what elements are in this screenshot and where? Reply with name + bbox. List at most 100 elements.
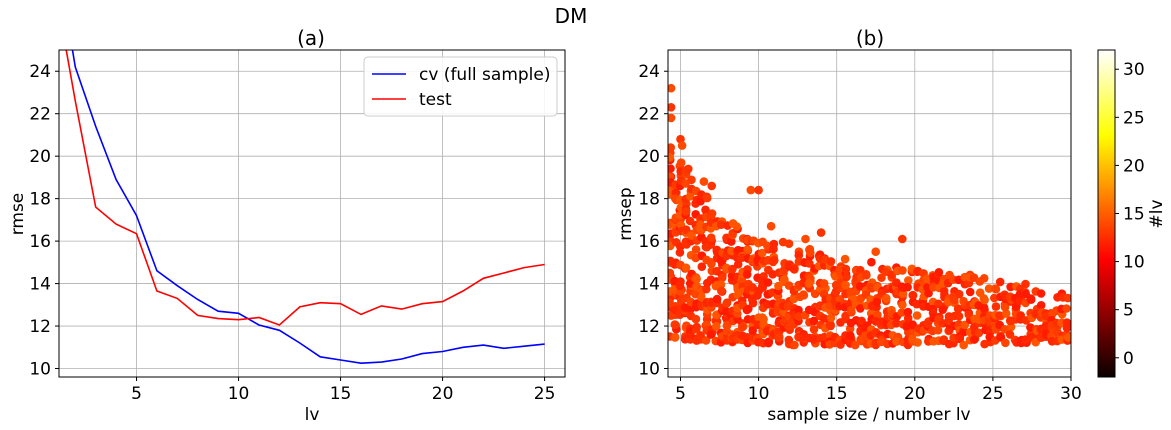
scatter-point [954,311,964,321]
scatter-point [668,113,676,123]
scatter-point [712,322,721,331]
scatter-point [769,239,779,249]
scatter-point [753,291,762,300]
scatter-point [727,237,736,246]
scatter-point [754,185,763,195]
panel-b-y-label: rmsep [616,187,636,240]
scatter-point [670,320,680,329]
scatter-point [794,305,803,315]
scatter-point [801,234,810,244]
scatter-point [732,222,742,231]
scatter-point [913,338,922,347]
scatter-point [691,245,701,254]
scatter-point [903,307,913,317]
colorbar-gradient [1097,49,1116,378]
panel-a-ytick-label: 14 [29,275,51,295]
scatter-point [696,293,706,302]
scatter-point [716,280,726,289]
scatter-point [1036,301,1046,310]
scatter-point [697,262,707,272]
panel-b-title: (b) [856,26,884,50]
panel-a-xtick-label: 10 [228,384,250,404]
panel-a-plot-frame [58,49,566,378]
scatter-point [675,281,685,291]
scatter-point [784,239,794,248]
scatter-point [668,83,676,93]
colorbar-tick-label: 20 [1123,156,1145,176]
scatter-point [816,228,826,237]
scatter-point [790,340,799,350]
scatter-point [954,289,964,299]
panel-b-ytick-label: 16 [638,232,660,252]
scatter-point [955,334,965,344]
panel-a-xtick-label: 5 [131,384,142,404]
scatter-point [892,319,901,328]
scatter-point [757,248,767,258]
scatter-point [806,248,815,257]
panel-a-x-ticks: 5 10 15 20 25 [131,377,555,404]
scatter-point [892,337,901,346]
scatter-point [701,336,711,345]
scatter-point [846,331,855,340]
scatter-point [809,316,819,326]
panel-a-x-label: lv [305,405,320,425]
panel-b-x-label: sample size / number lv [767,405,970,425]
panel-b-ytick-label: 14 [638,275,660,295]
panel-b-scatter-points [668,83,1071,350]
panel-b-xtick-label: 30 [1060,384,1082,404]
panel-b-xtick-label: 10 [748,384,770,404]
scatter-point [675,248,685,257]
scatter-point [718,273,727,283]
scatter-point [677,141,687,150]
scatter-point [904,276,913,285]
scatter-point [763,278,773,287]
scatter-point [856,304,865,313]
scatter-point [769,256,778,266]
scatter-point [960,320,970,330]
panel-a-legend: cv (full sample) test [363,56,558,117]
colorbar-tick-label: 30 [1123,60,1145,80]
scatter-point [742,305,752,315]
scatter-point [934,268,944,277]
scatter-point [668,103,676,112]
scatter-point [1063,333,1071,342]
scatter-point [1063,293,1071,303]
scatter-point [766,221,776,231]
panel-b-scatter-chart: (b) 5 10 15 20 25 30 10 12 14 16 18 20 22 24 sample … [616,26,1167,425]
scatter-point [722,299,731,308]
scatter-point [707,181,716,191]
scatter-point [991,284,1001,294]
scatter-point [687,175,696,185]
colorbar-tick-label: 5 [1123,301,1134,321]
scatter-point [706,330,716,339]
panel-a-y-label: rmse [8,193,28,236]
scatter-point [923,319,932,329]
panel-b-xtick-label: 20 [904,384,926,404]
scatter-point [716,220,726,229]
scatter-point [959,340,968,350]
panel-b-ytick-label: 22 [638,105,660,125]
scatter-point [728,264,737,274]
scatter-point [707,209,717,218]
scatter-point [877,273,886,283]
scatter-point [676,158,686,167]
scatter-point [995,277,1005,287]
scatter-point [995,311,1004,320]
scatter-point [699,177,709,186]
scatter-point [984,284,994,293]
panel-a-ytick-label: 24 [29,62,51,82]
colorbar-tick-label: 10 [1123,253,1145,273]
panel-b-ytick-label: 10 [638,360,660,380]
scatter-point [809,325,819,334]
panel-b-x-ticks: 5 10 15 20 25 30 [675,377,1082,404]
scatter-point [826,313,836,323]
panel-a-series-lines [65,50,545,365]
scatter-point [882,294,891,303]
colorbar-ticks: 0 5 10 15 20 25 30 [1115,60,1145,369]
scatter-point [970,335,979,344]
scatter-point [898,289,908,299]
scatter-point [842,272,851,282]
scatter-point [681,263,691,273]
scatter-point [692,274,701,284]
